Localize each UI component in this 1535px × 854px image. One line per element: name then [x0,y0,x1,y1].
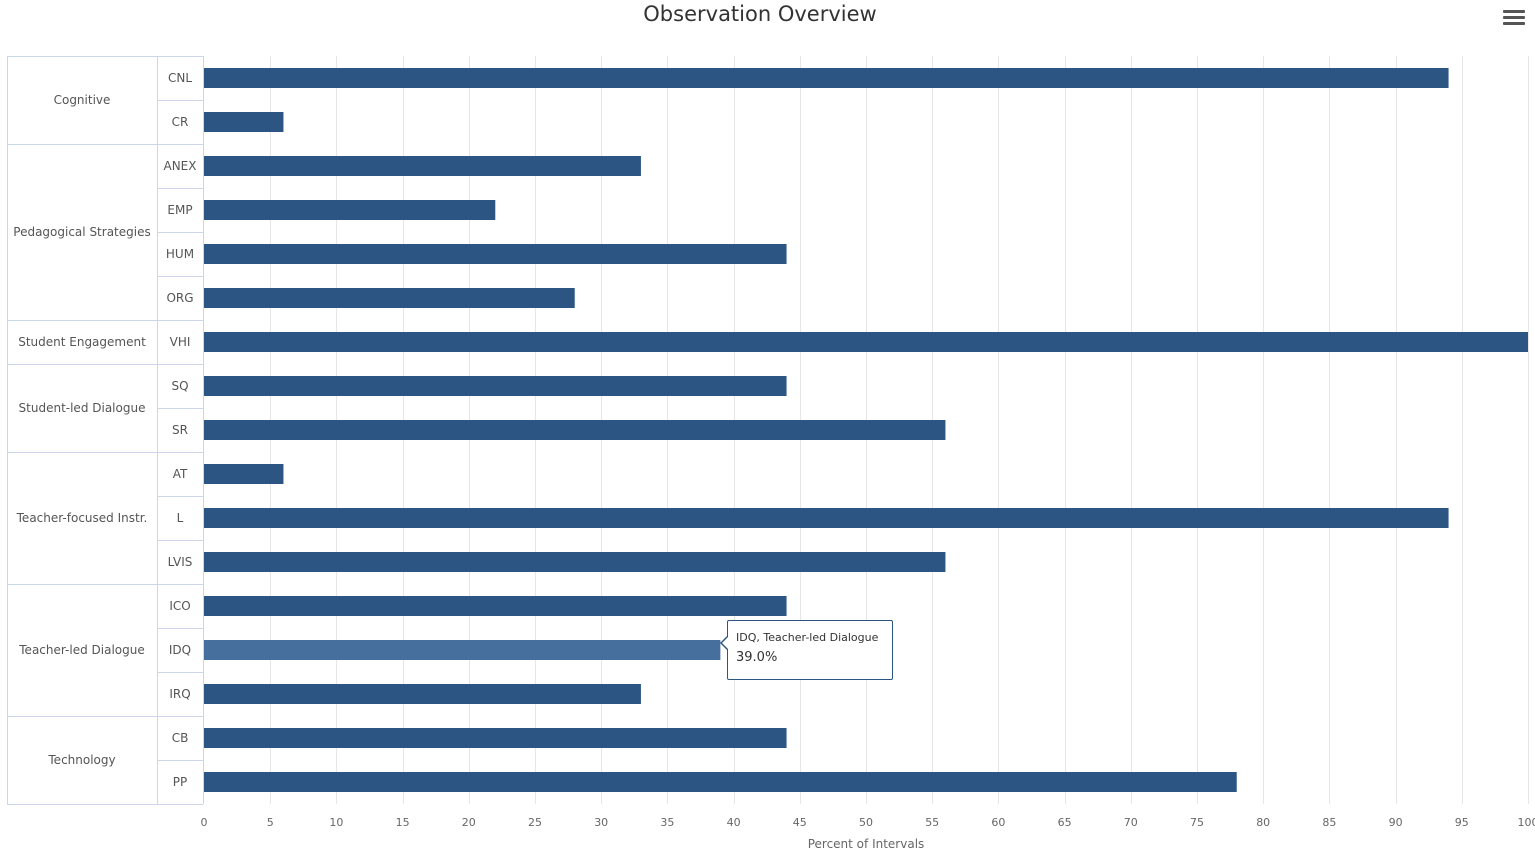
bar [204,244,787,264]
x-tick-label: 40 [727,816,741,829]
bar [204,68,1449,88]
bar-tooltip: IDQ, Teacher-led Dialogue 39.0% [720,620,893,680]
category-label: IDQ [169,643,191,657]
x-tick-label: 80 [1256,816,1270,829]
category-label: ORG [166,291,193,305]
bar [204,288,575,308]
bar [204,112,284,132]
x-tick-label: 55 [925,816,939,829]
category-label: CNL [168,71,192,85]
bar [204,640,721,660]
tooltip-value: 39.0% [736,650,778,665]
category-label: HUM [166,247,194,261]
category-label: IRQ [169,687,190,701]
category-label: ANEX [164,159,197,173]
x-tick-label: 70 [1124,816,1138,829]
x-tick-label: 85 [1322,816,1336,829]
category-label: LVIS [168,555,193,569]
bar [204,728,787,748]
category-label: AT [173,467,188,481]
x-tick-label: 20 [462,816,476,829]
x-tick-label: 5 [267,816,274,829]
category-label: ICO [169,599,190,613]
category-label: SQ [171,379,188,393]
bar [204,684,641,704]
x-tick-label: 65 [1058,816,1072,829]
tooltip-header: IDQ, Teacher-led Dialogue [736,631,879,644]
category-label: CB [172,731,189,745]
tooltip-arrow [720,635,729,651]
group-label: Teacher-focused Instr. [16,511,148,525]
x-tick-label: 95 [1455,816,1469,829]
bar [204,332,1528,352]
x-tick-label: 75 [1190,816,1204,829]
x-tick-label: 100 [1518,816,1535,829]
category-label: L [177,511,184,525]
bar [204,508,1449,528]
bar [204,596,787,616]
x-axis-title: Percent of Intervals [808,837,925,851]
bar [204,772,1237,792]
chart-title: Observation Overview [643,2,877,26]
bar [204,376,787,396]
bar [204,156,641,176]
x-tick-label: 50 [859,816,873,829]
group-label: Teacher-led Dialogue [18,643,144,657]
bar [204,420,946,440]
group-label: Student Engagement [18,335,146,349]
x-tick-label: 45 [793,816,807,829]
x-tick-label: 30 [594,816,608,829]
x-tick-label: 0 [201,816,208,829]
group-label: Technology [47,753,115,767]
category-label: CR [172,115,189,129]
category-label: PP [173,775,187,789]
category-label: VHI [170,335,191,349]
bar [204,200,496,220]
x-tick-label: 15 [396,816,410,829]
chart-menu-icon[interactable] [1503,10,1525,28]
category-label: SR [172,423,188,437]
x-tick-label: 90 [1389,816,1403,829]
x-tick-label: 25 [528,816,542,829]
x-tick-label: 35 [660,816,674,829]
group-label: Pedagogical Strategies [13,225,150,239]
bar [204,464,284,484]
category-label: EMP [167,203,192,217]
group-label: Student-led Dialogue [19,401,146,415]
x-tick-label: 60 [991,816,1005,829]
bar [204,552,946,572]
group-label: Cognitive [54,93,111,107]
x-tick-label: 10 [329,816,343,829]
